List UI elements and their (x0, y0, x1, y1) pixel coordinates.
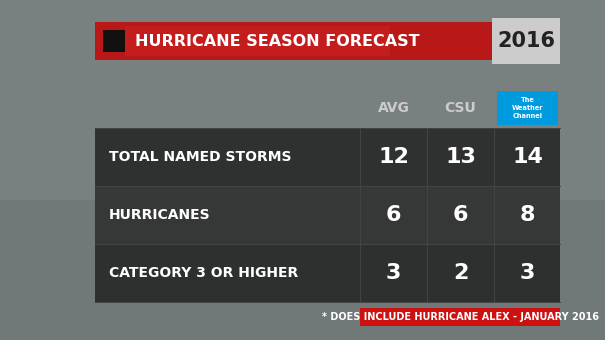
Text: 8: 8 (520, 205, 535, 225)
Text: * DOES INCLUDE HURRICANE ALEX - JANUARY 2016: * DOES INCLUDE HURRICANE ALEX - JANUARY … (321, 312, 598, 322)
Text: 14: 14 (512, 147, 543, 167)
Text: 6: 6 (453, 205, 468, 225)
FancyBboxPatch shape (95, 186, 560, 244)
Text: HURRICANE SEASON FORECAST: HURRICANE SEASON FORECAST (135, 34, 420, 49)
Text: HURRICANES: HURRICANES (109, 208, 211, 222)
Text: 3: 3 (386, 263, 401, 283)
FancyBboxPatch shape (95, 22, 560, 60)
Text: 6: 6 (386, 205, 401, 225)
FancyBboxPatch shape (492, 18, 560, 64)
FancyBboxPatch shape (0, 0, 605, 200)
Text: 12: 12 (378, 147, 409, 167)
FancyBboxPatch shape (497, 91, 558, 125)
FancyBboxPatch shape (360, 308, 560, 326)
Text: 3: 3 (520, 263, 535, 283)
Text: 13: 13 (445, 147, 476, 167)
Text: The
Weather
Channel: The Weather Channel (512, 98, 543, 119)
Text: AVG: AVG (378, 101, 410, 115)
Text: 2: 2 (453, 263, 468, 283)
FancyBboxPatch shape (103, 30, 125, 52)
FancyBboxPatch shape (95, 244, 560, 302)
Text: 2016: 2016 (497, 31, 555, 51)
FancyBboxPatch shape (95, 128, 560, 186)
Text: CATEGORY 3 OR HIGHER: CATEGORY 3 OR HIGHER (109, 266, 298, 280)
Text: TOTAL NAMED STORMS: TOTAL NAMED STORMS (109, 150, 292, 164)
FancyBboxPatch shape (125, 26, 390, 56)
Text: CSU: CSU (445, 101, 476, 115)
